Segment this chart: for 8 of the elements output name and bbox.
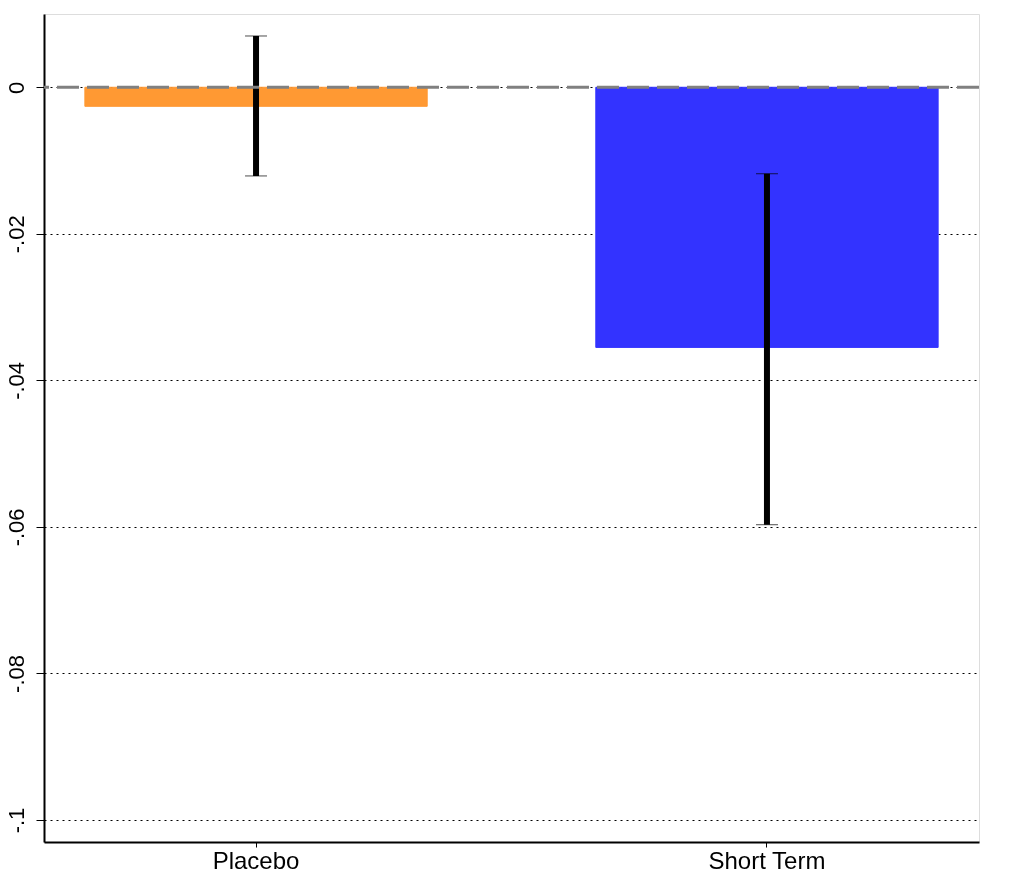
y-tick-label: -.08 (3, 655, 29, 693)
y-tick-label: -.02 (3, 215, 29, 254)
x-tick-label: Placebo (212, 846, 300, 874)
y-tick-label: -.04 (3, 361, 29, 400)
y-tick-label: -.1 (3, 807, 29, 834)
y-tick-label: 0 (3, 81, 29, 94)
x-tick-label: Short Term (708, 846, 826, 874)
y-tick-label: -.06 (3, 508, 29, 547)
